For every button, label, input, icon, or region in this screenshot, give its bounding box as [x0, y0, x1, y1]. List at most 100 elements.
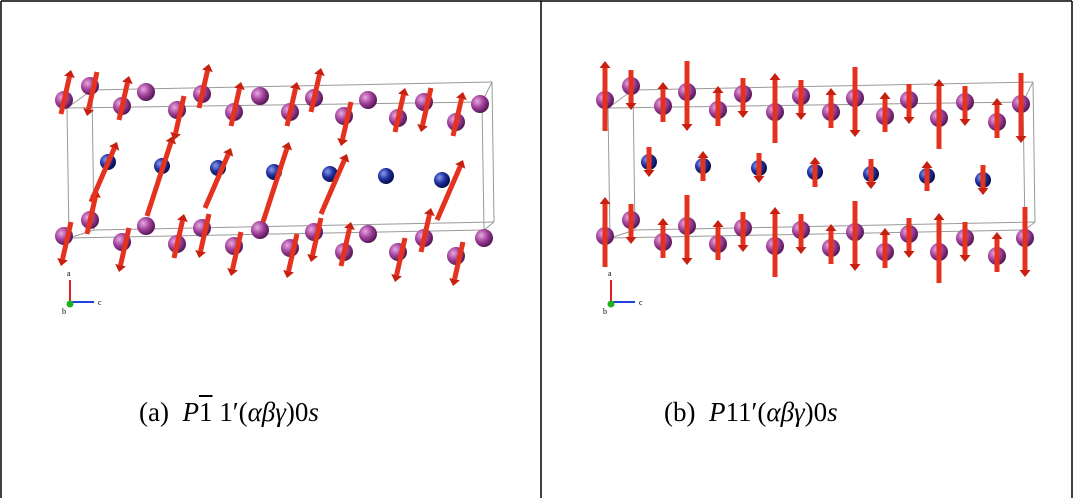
moment-arrow-head [177, 214, 188, 223]
magnetic-atom [137, 83, 155, 101]
moment-arrow-head [417, 123, 428, 132]
cell-edge [607, 101, 1024, 109]
moment-arrow-head [391, 273, 402, 282]
crystal-structure-a: a b c [55, 64, 495, 316]
moment-arrow-head [344, 222, 355, 231]
moment-arrow-shaft [118, 227, 132, 266]
moment-arrow-head [697, 151, 709, 158]
caption-a-bar: 1 [198, 397, 213, 427]
moment-arrow-head [227, 267, 238, 276]
caption-b-tail: )0 [804, 397, 828, 427]
moment-arrow-head [991, 232, 1003, 239]
moment-arrow-head [879, 228, 891, 235]
moment-arrow-head [424, 208, 435, 217]
moment-arrow-shaft [452, 241, 466, 280]
moment-arrow-shaft [392, 94, 406, 133]
moment-arrow-shaft [230, 231, 244, 270]
moment-arrow-head [456, 92, 467, 101]
moment-arrow-shaft [116, 82, 130, 121]
moment-arrow-shaft [228, 88, 242, 127]
moment-arrow-head [109, 142, 120, 151]
moment-arrow-head [57, 257, 68, 266]
moment-arrow-shaft [340, 101, 354, 140]
moment-arrow-shaft [286, 233, 300, 272]
moment-arrow-head [170, 131, 181, 140]
moment-arrow-head [449, 277, 460, 286]
magnetic-moments [599, 61, 1031, 283]
caption-a-s: s [308, 397, 319, 427]
cell-edge [91, 81, 493, 91]
nonmagnetic-atom [434, 172, 450, 188]
moment-arrow-head [795, 247, 807, 254]
moment-arrow-head [903, 117, 915, 124]
axis-b-dot [607, 300, 615, 308]
moment-arrow-head [337, 137, 348, 146]
caption-b-p: P [708, 397, 726, 427]
moment-arrow-head [879, 92, 891, 99]
magnetic-atom [137, 217, 155, 235]
moment-arrow-head [977, 188, 989, 195]
moment-arrow-head [903, 251, 915, 258]
axis-a-label: a [608, 269, 612, 278]
moment-arrow-head [314, 68, 325, 77]
caption-b: (b) P11′(αβγ)0s [664, 397, 838, 428]
caption-b-rest: 11′( [725, 397, 767, 427]
cell-edge [68, 229, 485, 239]
moment-arrow-head [795, 113, 807, 120]
moment-arrow-head [625, 103, 637, 110]
caption-a-tail: )0 [285, 397, 309, 427]
moment-arrow-head [737, 245, 749, 252]
moment-arrow-head [825, 224, 837, 231]
caption-a-greek: αβγ [247, 397, 286, 427]
magnetic-atom [359, 225, 377, 243]
moment-arrow-head [849, 130, 861, 137]
caption-a-label: (a) [139, 397, 169, 427]
axis-triad: a b c [603, 269, 643, 316]
moment-arrow-head [712, 86, 724, 93]
moment-arrow-shaft [86, 71, 100, 110]
unit-cell-edges [607, 81, 1036, 239]
moment-arrow-head [234, 82, 245, 91]
magnetic-atom [251, 221, 269, 239]
caption-a-p: P [182, 397, 199, 427]
moment-arrow-shaft [173, 95, 187, 134]
caption-b-greek: αβγ [766, 397, 805, 427]
moment-arrow-head [681, 258, 693, 265]
moment-arrow-head [599, 197, 611, 204]
moment-arrow-head [825, 88, 837, 95]
cell-edge [607, 107, 611, 239]
moment-arrow-head [283, 269, 294, 278]
magnetic-atom [475, 229, 493, 247]
caption-a: (a) P1 1′(αβγ)0s [139, 397, 319, 428]
moment-arrow-head [657, 218, 669, 225]
moment-arrow-head [959, 255, 971, 262]
moment-arrow-shaft [338, 228, 352, 267]
moment-arrow-shaft [144, 141, 174, 217]
moment-arrow-shaft [434, 165, 463, 221]
cell-edge [1032, 81, 1036, 223]
moment-arrow-head [599, 61, 611, 68]
moment-arrow-shaft [260, 147, 290, 223]
cell-edge [634, 221, 1036, 231]
moment-arrow-shaft [88, 147, 117, 203]
magnetic-moments [57, 64, 467, 286]
moment-arrow-head [83, 107, 94, 116]
cell-edge [609, 229, 1026, 239]
caption-a-rest: 1′( [212, 397, 248, 427]
axis-b-label: b [62, 307, 66, 316]
moment-arrow-head [959, 119, 971, 126]
caption-b-label: (b) [664, 397, 696, 427]
moment-arrow-head [195, 249, 206, 258]
cell-edge [491, 81, 495, 223]
moment-arrow-head [281, 142, 293, 151]
moment-arrow-head [115, 263, 126, 272]
moment-arrow-head [753, 176, 765, 183]
moment-arrow-head [64, 70, 75, 79]
moment-arrow-head [165, 136, 177, 145]
magnetic-atom [471, 95, 489, 113]
moment-arrow-shaft [418, 214, 432, 253]
moment-arrow-shaft [394, 237, 408, 276]
moment-arrow-shaft [84, 196, 98, 235]
cell-edge [66, 107, 70, 239]
cell-edge [481, 101, 485, 231]
